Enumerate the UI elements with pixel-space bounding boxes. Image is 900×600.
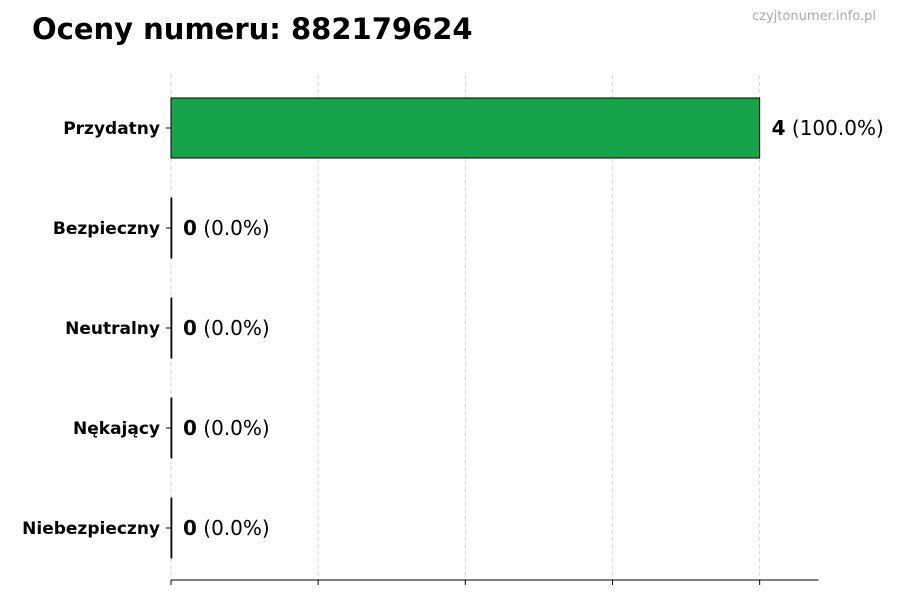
- data-label-percent: (0.0%): [197, 516, 270, 540]
- watermark: czyjtonumer.info.pl: [752, 9, 876, 24]
- data-label: 0 (0.0%): [183, 416, 270, 440]
- data-label-count: 0: [183, 416, 197, 440]
- data-label-count: 0: [183, 216, 197, 240]
- bar: [170, 497, 173, 559]
- bar: [170, 97, 761, 159]
- y-tick-label: Nękający: [73, 419, 160, 439]
- bar: [170, 297, 173, 359]
- data-label-count: 0: [183, 516, 197, 540]
- data-label-percent: (0.0%): [197, 416, 270, 440]
- chart-title: Oceny numeru: 882179624: [32, 12, 473, 46]
- data-label: 4 (100.0%): [772, 116, 884, 140]
- data-label-count: 4: [772, 116, 786, 140]
- data-label-percent: (0.0%): [197, 316, 270, 340]
- y-tick-label: Przydatny: [63, 119, 160, 139]
- data-label-percent: (100.0%): [786, 116, 884, 140]
- data-label: 0 (0.0%): [183, 216, 270, 240]
- data-label-count: 0: [183, 316, 197, 340]
- bar: [170, 197, 173, 259]
- y-tick-label: Bezpieczny: [53, 219, 160, 239]
- y-tick-label: Neutralny: [65, 319, 160, 339]
- bar: [170, 397, 173, 459]
- y-tick-label: Niebezpieczny: [22, 519, 160, 539]
- data-label: 0 (0.0%): [183, 516, 270, 540]
- data-label-percent: (0.0%): [197, 216, 270, 240]
- data-label: 0 (0.0%): [183, 316, 270, 340]
